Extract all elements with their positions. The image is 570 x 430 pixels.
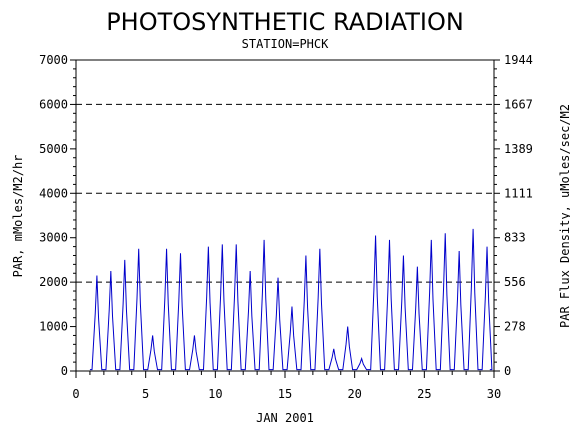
chart-title: PHOTOSYNTHETIC RADIATION xyxy=(106,8,464,36)
x-tick-label: 10 xyxy=(208,387,222,401)
series-group xyxy=(89,228,493,371)
y-tick-label-right: 1667 xyxy=(504,97,533,111)
y-tick-label-left: 7000 xyxy=(39,53,68,67)
y-tick-label-left: 3000 xyxy=(39,231,68,245)
y-tick-label-left: 6000 xyxy=(39,97,68,111)
x-tick-label: 0 xyxy=(72,387,79,401)
x-axis-label: JAN 2001 xyxy=(256,411,314,425)
plot-frame xyxy=(75,59,495,372)
y-tick-label-left: 4000 xyxy=(39,186,68,200)
y-tick-label-right: 1944 xyxy=(504,53,533,67)
y-tick-label-right: 833 xyxy=(504,231,526,245)
x-tick-label: 20 xyxy=(347,387,361,401)
y-axis-label-left: PAR, mMoles/M2/hr xyxy=(11,155,25,278)
x-tick-label: 30 xyxy=(487,387,501,401)
x-tick-label: 25 xyxy=(417,387,431,401)
y-tick-label-right: 278 xyxy=(504,320,526,334)
y-axis-label-right: PAR Flux Density, uMoles/sec/M2 xyxy=(558,104,570,328)
y-tick-label-right: 1111 xyxy=(504,186,533,200)
y-tick-label-right: 556 xyxy=(504,275,526,289)
series-line xyxy=(89,228,493,371)
y-tick-label-left: 2000 xyxy=(39,275,68,289)
chart-subtitle: STATION=PHCK xyxy=(242,37,329,51)
y-tick-label-left: 5000 xyxy=(39,142,68,156)
x-tick-label: 15 xyxy=(278,387,292,401)
y-tick-label-left: 1000 xyxy=(39,320,68,334)
y-tick-label-left: 0 xyxy=(61,364,68,378)
y-tick-label-right: 1389 xyxy=(504,142,533,156)
y-tick-label-right: 0 xyxy=(504,364,511,378)
x-tick-label: 5 xyxy=(142,387,149,401)
